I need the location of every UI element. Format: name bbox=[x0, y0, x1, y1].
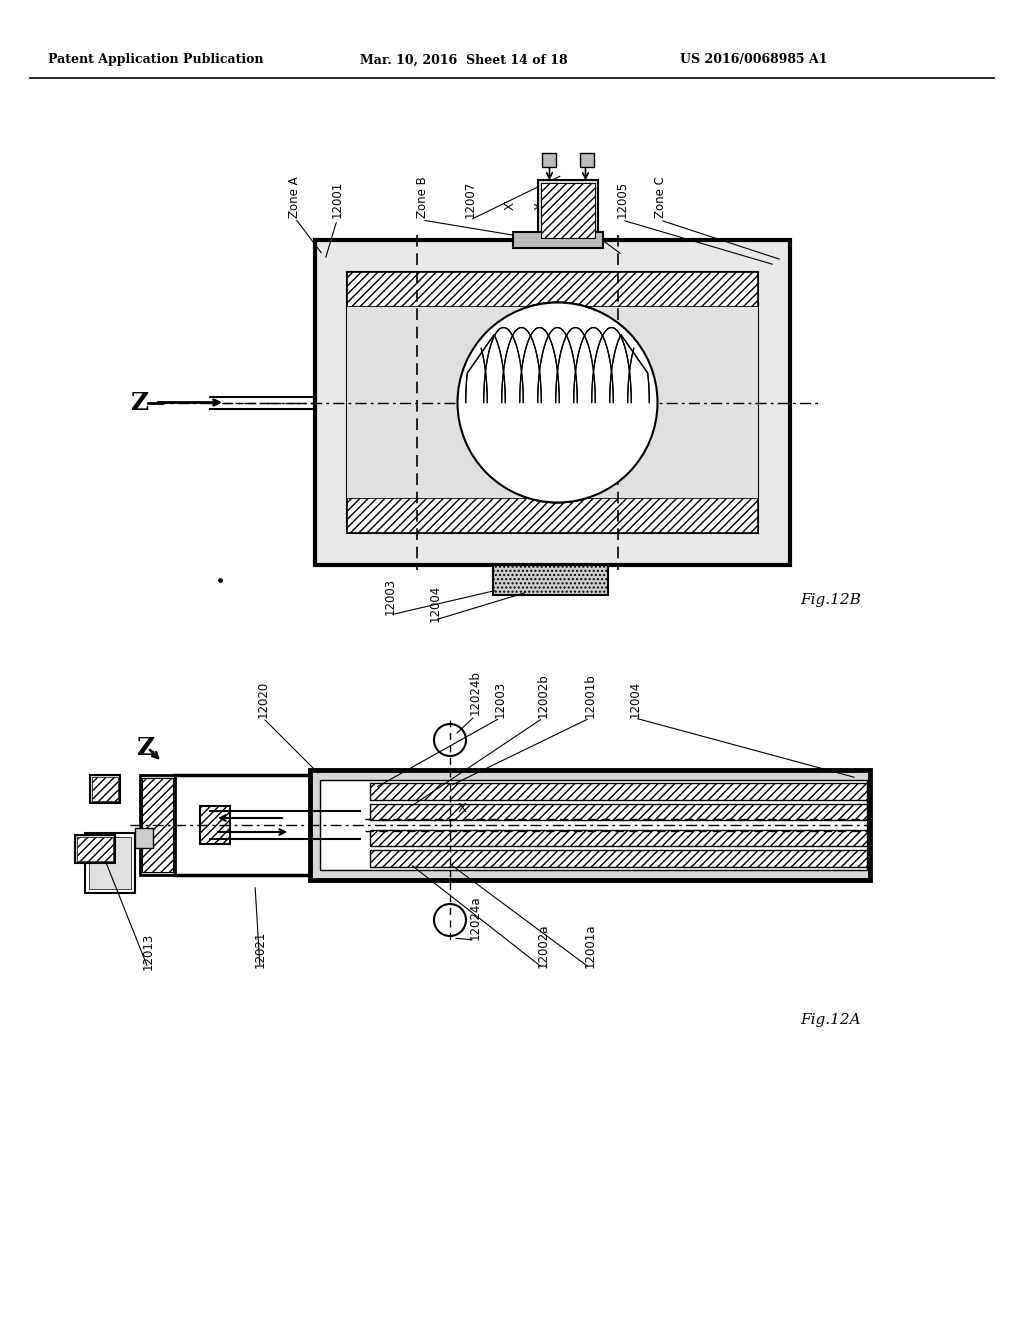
Text: X: X bbox=[458, 801, 467, 814]
Polygon shape bbox=[319, 780, 867, 870]
Polygon shape bbox=[315, 240, 790, 565]
Text: Z: Z bbox=[130, 391, 148, 414]
Text: 12001: 12001 bbox=[331, 181, 343, 218]
Polygon shape bbox=[541, 183, 595, 238]
Text: 12001a: 12001a bbox=[584, 924, 597, 968]
Polygon shape bbox=[140, 775, 175, 875]
Polygon shape bbox=[90, 775, 120, 803]
Circle shape bbox=[458, 302, 657, 503]
Text: 12005: 12005 bbox=[615, 181, 629, 218]
Polygon shape bbox=[370, 783, 867, 800]
Polygon shape bbox=[538, 180, 597, 240]
Polygon shape bbox=[142, 777, 173, 873]
Text: US 2016/0068985 A1: US 2016/0068985 A1 bbox=[680, 54, 827, 66]
Circle shape bbox=[434, 723, 466, 756]
Text: 12013: 12013 bbox=[141, 933, 155, 970]
Polygon shape bbox=[370, 830, 867, 846]
Polygon shape bbox=[347, 272, 758, 533]
Text: Z: Z bbox=[136, 737, 154, 760]
Text: 12004: 12004 bbox=[629, 681, 641, 718]
Text: 12007: 12007 bbox=[464, 181, 476, 218]
Polygon shape bbox=[347, 308, 758, 498]
Text: Fig.12A: Fig.12A bbox=[800, 1012, 860, 1027]
Text: Zone B: Zone B bbox=[416, 177, 428, 218]
Polygon shape bbox=[512, 232, 602, 248]
Text: 12002b: 12002b bbox=[537, 673, 550, 718]
Text: 12003: 12003 bbox=[384, 578, 396, 615]
Text: 12003: 12003 bbox=[494, 681, 507, 718]
Polygon shape bbox=[85, 833, 135, 894]
Text: 12004: 12004 bbox=[428, 585, 441, 622]
Polygon shape bbox=[77, 837, 113, 861]
Text: 12024a: 12024a bbox=[469, 895, 481, 940]
Text: Fig.12B: Fig.12B bbox=[800, 593, 861, 607]
Text: Zone A: Zone A bbox=[289, 177, 301, 218]
Polygon shape bbox=[493, 565, 607, 595]
Polygon shape bbox=[310, 770, 870, 880]
Bar bbox=[580, 153, 594, 168]
Polygon shape bbox=[347, 272, 758, 308]
Polygon shape bbox=[370, 850, 867, 867]
Text: Mar. 10, 2016  Sheet 14 of 18: Mar. 10, 2016 Sheet 14 of 18 bbox=[360, 54, 567, 66]
Circle shape bbox=[458, 302, 657, 503]
Text: 12001b: 12001b bbox=[584, 673, 597, 718]
Circle shape bbox=[434, 904, 466, 936]
Polygon shape bbox=[75, 836, 115, 863]
Polygon shape bbox=[92, 777, 118, 801]
Text: 12002a: 12002a bbox=[537, 924, 550, 968]
Text: X: X bbox=[534, 202, 547, 210]
Polygon shape bbox=[370, 804, 867, 820]
Text: 12020: 12020 bbox=[256, 681, 269, 718]
Text: Zone C: Zone C bbox=[653, 176, 667, 218]
Bar bbox=[135, 828, 153, 847]
Polygon shape bbox=[347, 498, 758, 533]
Polygon shape bbox=[200, 807, 230, 843]
Text: 12024b: 12024b bbox=[469, 671, 481, 715]
Polygon shape bbox=[89, 837, 131, 888]
Text: X': X' bbox=[504, 199, 516, 210]
Bar bbox=[542, 153, 555, 168]
Text: Patent Application Publication: Patent Application Publication bbox=[48, 54, 263, 66]
Text: 12006: 12006 bbox=[568, 181, 582, 218]
Text: 12021: 12021 bbox=[254, 931, 266, 968]
